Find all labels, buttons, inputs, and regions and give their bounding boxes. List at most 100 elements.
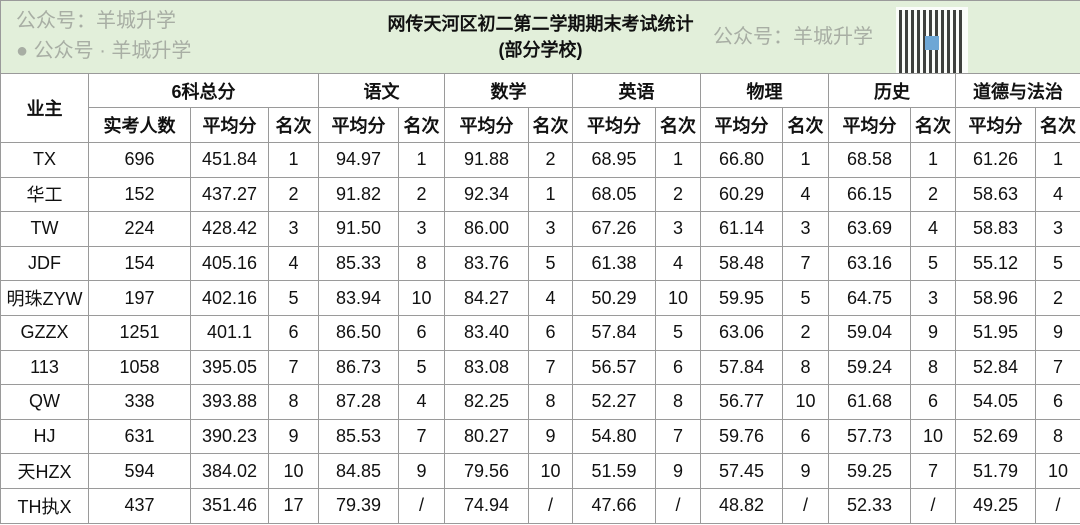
sub-header: 名次 xyxy=(1035,107,1080,143)
table-cell: 4 xyxy=(528,280,573,316)
table-cell: 66.80 xyxy=(700,142,783,178)
table-cell: 9 xyxy=(528,418,573,455)
table-cell: 152 xyxy=(88,176,191,213)
table-cell: 91.88 xyxy=(444,142,529,178)
table-cell: 8 xyxy=(398,245,445,282)
table-cell: 84.27 xyxy=(444,280,529,316)
table-cell: 3 xyxy=(398,211,445,247)
table-cell: 3 xyxy=(910,280,956,316)
table-cell: 54.80 xyxy=(572,418,656,455)
owner-cell: 华工 xyxy=(0,176,89,213)
table-cell: 8 xyxy=(782,349,829,386)
table-cell: 7 xyxy=(910,453,956,489)
table-cell: 86.73 xyxy=(318,349,399,386)
table-cell: 6 xyxy=(398,314,445,351)
table-cell: / xyxy=(528,487,573,524)
table-cell: 10 xyxy=(1035,453,1080,489)
table-cell: 7 xyxy=(268,349,319,386)
table-cell: 54.05 xyxy=(955,384,1036,420)
table-cell: 58.48 xyxy=(700,245,783,282)
table-cell: 451.84 xyxy=(190,142,269,178)
table-cell: 51.59 xyxy=(572,453,656,489)
table-cell: 2 xyxy=(528,142,573,178)
table-row: 华工 152 437.27 2 91.82 2 92.34 1 68.05 2 60.29 4 66.1… xyxy=(0,176,1080,213)
table-cell: 83.76 xyxy=(444,245,529,282)
table-cell: 59.76 xyxy=(700,418,783,455)
group-header: 6科总分 xyxy=(88,73,319,108)
table-cell: 3 xyxy=(528,211,573,247)
table-cell: 1 xyxy=(655,142,701,178)
table-cell: 2 xyxy=(398,176,445,213)
table-cell: 58.63 xyxy=(955,176,1036,213)
table-cell: 5 xyxy=(782,280,829,316)
table-cell: 8 xyxy=(910,349,956,386)
table-cell: 64.75 xyxy=(828,280,911,316)
table-cell: 4 xyxy=(398,384,445,420)
table-cell: 85.53 xyxy=(318,418,399,455)
owner-cell: QW xyxy=(0,384,89,420)
table-cell: 59.95 xyxy=(700,280,783,316)
table-cell: 1 xyxy=(268,142,319,178)
sub-header: 实考人数 xyxy=(88,107,191,143)
owner-cell: 明珠ZYW xyxy=(0,280,89,316)
table-cell: 9 xyxy=(782,453,829,489)
table-cell: 83.94 xyxy=(318,280,399,316)
group-header: 道德与法治 xyxy=(955,73,1080,108)
sub-header: 名次 xyxy=(398,107,445,143)
table-cell: 1 xyxy=(528,176,573,213)
table-cell: 402.16 xyxy=(190,280,269,316)
table-cell: 4 xyxy=(1035,176,1080,213)
table-cell: 82.25 xyxy=(444,384,529,420)
table-cell: 3 xyxy=(782,211,829,247)
table-cell: 437 xyxy=(88,487,191,524)
table-cell: 91.82 xyxy=(318,176,399,213)
table-cell: 5 xyxy=(910,245,956,282)
table-cell: 59.25 xyxy=(828,453,911,489)
table-cell: 83.40 xyxy=(444,314,529,351)
table-row: GZZX 1251 401.1 6 86.50 6 83.40 6 57.84 5 63.06 2 59… xyxy=(0,314,1080,351)
table-cell: 2 xyxy=(910,176,956,213)
sub-header: 名次 xyxy=(528,107,573,143)
table-cell: 9 xyxy=(268,418,319,455)
table-cell: 91.50 xyxy=(318,211,399,247)
table-cell: 10 xyxy=(398,280,445,316)
table-cell: / xyxy=(782,487,829,524)
table-cell: 1 xyxy=(782,142,829,178)
table-cell: 63.06 xyxy=(700,314,783,351)
sub-header: 名次 xyxy=(268,107,319,143)
table-cell: 4 xyxy=(782,176,829,213)
table-row: TH执X 437 351.46 17 79.39/74.94/47.66/48.82/5… xyxy=(0,487,1080,524)
table-cell: 224 xyxy=(88,211,191,247)
table-cell: 696 xyxy=(88,142,191,178)
table-row: TW 224 428.42 3 91.50 3 86.00 3 67.26 3 61.14 3 63.6… xyxy=(0,211,1080,247)
table-cell: 92.34 xyxy=(444,176,529,213)
table-cell: 1 xyxy=(910,142,956,178)
table-cell: 63.69 xyxy=(828,211,911,247)
table-cell: 1251 xyxy=(88,314,191,351)
table-cell: 84.85 xyxy=(318,453,399,489)
table-cell: 4 xyxy=(655,245,701,282)
table-cell: 2 xyxy=(1035,280,1080,316)
table-cell: 47.66 xyxy=(572,487,656,524)
table-cell: 1 xyxy=(398,142,445,178)
title-text: 网传天河区初二第二学期期末考试统计 xyxy=(387,14,694,34)
table-cell: 10 xyxy=(910,418,956,455)
table-cell: 5 xyxy=(655,314,701,351)
table-cell: 68.58 xyxy=(828,142,911,178)
group-header: 英语 xyxy=(572,73,701,108)
table-cell: 56.57 xyxy=(572,349,656,386)
table-cell: 55.12 xyxy=(955,245,1036,282)
table-cell: 49.25 xyxy=(955,487,1036,524)
table-cell: 94.97 xyxy=(318,142,399,178)
table-cell: 5 xyxy=(1035,245,1080,282)
table-cell: 390.23 xyxy=(190,418,269,455)
table-cell: / xyxy=(1035,487,1080,524)
table-cell: 2 xyxy=(655,176,701,213)
table-cell: 351.46 xyxy=(190,487,269,524)
table-cell: 87.28 xyxy=(318,384,399,420)
table-row: TX 696 451.84 1 94.97 1 91.88 2 68.95 1 66.80 1 68.5… xyxy=(0,142,1080,178)
table-cell: 59.24 xyxy=(828,349,911,386)
table-cell: 51.79 xyxy=(955,453,1036,489)
table-cell: 437.27 xyxy=(190,176,269,213)
